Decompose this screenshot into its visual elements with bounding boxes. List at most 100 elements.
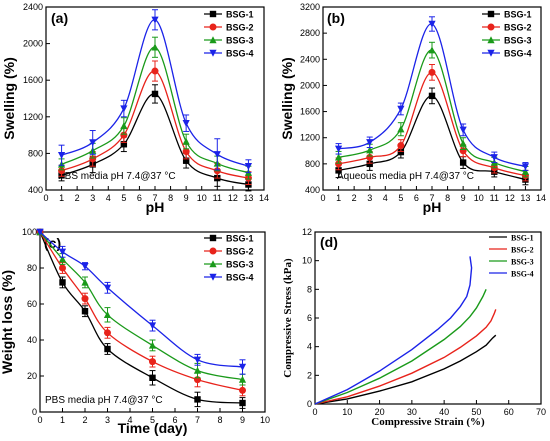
data-point [103,284,112,292]
series-line [314,334,497,405]
x-tick-label: 3 [105,415,110,425]
legend-marker [209,49,217,57]
x-tick-label: 40 [439,407,449,417]
x-tick-label: 7 [429,193,434,203]
y-tick-label: 2400 [23,2,43,12]
series-bsg-3 [334,41,530,178]
x-tick-label: 9 [240,415,245,425]
y-axis-title: Weight loss (%) [0,270,15,374]
data-point [81,308,89,315]
y-axis-title: Compressive Stress (kPa) [282,258,294,378]
data-point [193,356,202,364]
legend-marker [209,10,217,18]
x-tick-label: 4 [106,193,111,203]
x-tick-label: 6 [172,415,177,425]
data-point [490,154,498,162]
series-bsg-2 [314,309,497,405]
legend-label: BSG-2 [226,23,254,33]
y-tick-label: 6 [307,313,312,323]
data-point [58,255,67,263]
data-point [89,139,97,147]
x-axis-title: Compressive Strain (%) [371,416,485,428]
data-point [213,151,221,159]
panel-a: 0 1 2 3 4 5 6 7 8 9 10 11 12 13 1440080012001600200024… [1,2,269,215]
legend-marker [209,234,217,242]
legend-marker [487,36,495,44]
data-point [193,366,202,374]
y-tick-label: 400 [305,185,320,195]
data-point [238,375,247,383]
y-tick-label: 400 [28,185,43,195]
panel-label: (d) [320,234,338,250]
y-tick-label: 1200 [300,133,320,143]
data-point [57,152,66,160]
panel-label: (b) [327,10,345,26]
legend-label: BSG-2 [226,247,254,257]
legend-label: BSG-2 [511,246,534,255]
data-point [428,92,436,100]
data-point [120,131,128,139]
data-point [335,167,342,174]
x-tick-label: 0 [43,193,48,203]
condition-annotation: Aqueous media pH 7.4@37 °C [337,171,474,182]
x-tick-label: 10 [474,193,484,203]
data-point [397,105,405,113]
x-tick-label: 70 [536,407,546,417]
legend-label: BSG-4 [504,49,532,59]
data-point [120,105,128,113]
data-point [81,263,89,270]
x-axis-title: Time (day) [118,420,188,436]
legend-label: BSG-1 [226,10,254,20]
y-tick-label: 800 [305,159,320,169]
y-tick-label: 2000 [300,80,320,90]
legend-marker [209,273,217,281]
series-line [314,256,473,405]
x-tick-label: 9 [184,193,189,203]
data-point [151,43,159,51]
x-tick-label: 50 [471,407,481,417]
data-point [521,167,530,175]
data-point [149,374,156,381]
x-tick-label: 3 [367,193,372,203]
y-tick-label: 2000 [23,39,43,49]
data-point [104,345,111,353]
y-tick-label: 2 [307,370,312,380]
x-tick-label: 6 [137,193,142,203]
x-tick-label: 4 [127,415,132,425]
data-point [81,295,89,303]
y-tick-label: 60 [27,299,37,309]
data-point [89,155,97,163]
y-tick-label: 1200 [23,112,43,122]
data-point [148,341,157,349]
y-tick-label: 800 [28,148,43,158]
x-tick-label: 1 [59,193,64,203]
data-point [120,122,128,130]
y-tick-label: 1600 [300,107,320,117]
data-point [148,322,157,330]
legend-label: BSG-3 [226,260,254,270]
y-tick-label: 10 [302,256,312,266]
x-tick-label: 13 [243,193,253,203]
data-point [428,68,436,76]
y-tick-label: 40 [27,335,37,345]
x-tick-label: 1 [336,193,341,203]
series-bsg-3 [314,289,487,405]
x-tick-label: 12 [505,193,515,203]
y-tick-label: 0 [307,399,312,409]
legend-label: BSG-1 [226,234,254,244]
legend-marker [487,23,495,31]
x-tick-label: 0 [320,193,325,203]
data-point [397,148,405,156]
y-tick-label: 3200 [300,2,320,12]
x-tick-label: 0 [312,407,317,417]
legend-marker [487,10,495,18]
series-line [314,289,487,405]
x-tick-label: 7 [195,415,200,425]
x-tick-label: 0 [37,415,42,425]
legend-label: BSG-2 [504,23,532,33]
x-tick-label: 9 [461,193,466,203]
x-tick-label: 12 [228,193,238,203]
y-tick-label: 0 [32,407,37,417]
data-point [36,228,44,236]
